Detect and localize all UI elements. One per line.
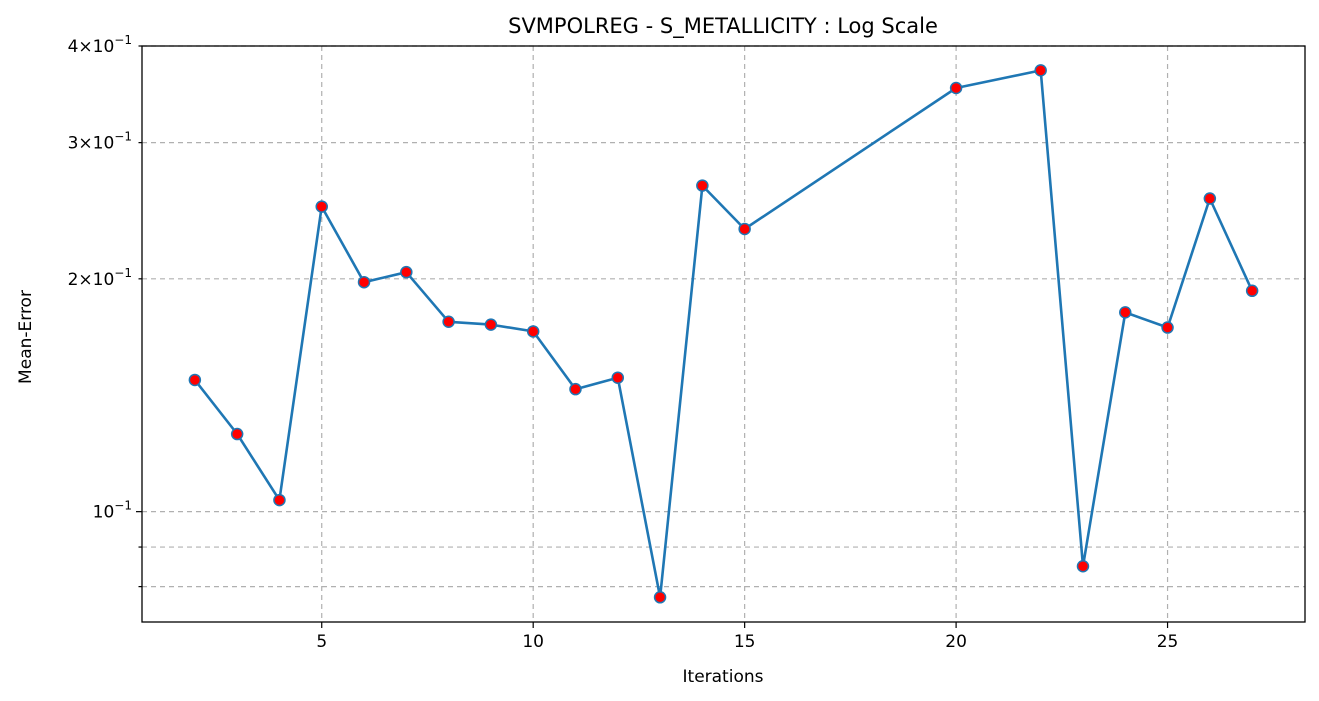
x-tick-label: 10 (522, 632, 544, 652)
data-point (188, 373, 202, 387)
grid (142, 45, 1305, 622)
data-point (1119, 306, 1132, 319)
y-tick-label: 3×10−1 (68, 130, 132, 154)
data-point (1203, 192, 1217, 205)
data-point (357, 275, 371, 289)
y-axis-label: Mean-Error (16, 290, 36, 384)
data-point (1161, 321, 1174, 334)
data-point (1034, 64, 1047, 77)
y-axis-ticks: 10−1 2×10−1 3×10−1 4×10−1 (68, 33, 142, 588)
x-tick-label: 5 (316, 632, 327, 652)
data-point (526, 325, 540, 338)
data-point (484, 318, 498, 331)
data-point (400, 265, 413, 279)
data-point (696, 179, 709, 192)
plot-frame (141, 45, 1306, 623)
data-point (273, 493, 286, 507)
data-point (315, 200, 328, 213)
data-point (653, 591, 667, 604)
data-point (1245, 284, 1259, 298)
data-point (569, 382, 582, 396)
series-layer (188, 64, 1259, 604)
x-axis-ticks: 5 10 15 20 25 (316, 622, 1178, 652)
data-point (738, 222, 751, 236)
x-tick-label: 20 (945, 632, 967, 652)
x-axis-label: Iterations (683, 667, 764, 687)
x-tick-label: 15 (734, 632, 756, 652)
x-tick-label: 25 (1157, 632, 1179, 652)
data-point (1076, 559, 1090, 573)
data-point (442, 315, 455, 329)
data-point (949, 81, 963, 95)
data-point (611, 371, 625, 384)
y-tick-label: 4×10−1 (68, 33, 132, 57)
y-tick-label: 2×10−1 (68, 266, 132, 290)
y-tick-label: 10−1 (93, 499, 132, 523)
data-point (230, 427, 244, 441)
chart-title: SVMPOLREG - S_METALLICITY : Log Scale (508, 14, 938, 39)
